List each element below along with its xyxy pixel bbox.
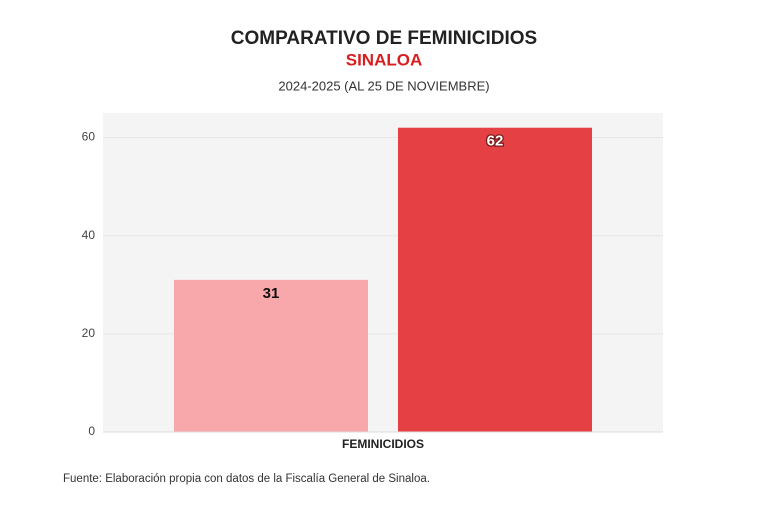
chart-title: COMPARATIVO DE FEMINICIDIOS: [231, 28, 537, 49]
bar: [174, 279, 368, 432]
chart-subtitle: SINALOA: [346, 50, 423, 69]
y-tick-label: 20: [82, 326, 96, 340]
value-label: 31: [263, 285, 280, 302]
y-tick-label: 40: [82, 228, 96, 242]
source-note: Fuente: Elaboración propia con datos de …: [63, 473, 430, 485]
y-tick-label: 0: [88, 424, 95, 438]
bar: [398, 127, 592, 432]
value-label: 62: [487, 133, 504, 150]
y-tick-label: 60: [82, 130, 96, 144]
x-tick-label: FEMINICIDIOS: [342, 437, 424, 451]
chart-period: 2024-2025 (AL 25 DE NOVIEMBRE): [278, 78, 489, 93]
